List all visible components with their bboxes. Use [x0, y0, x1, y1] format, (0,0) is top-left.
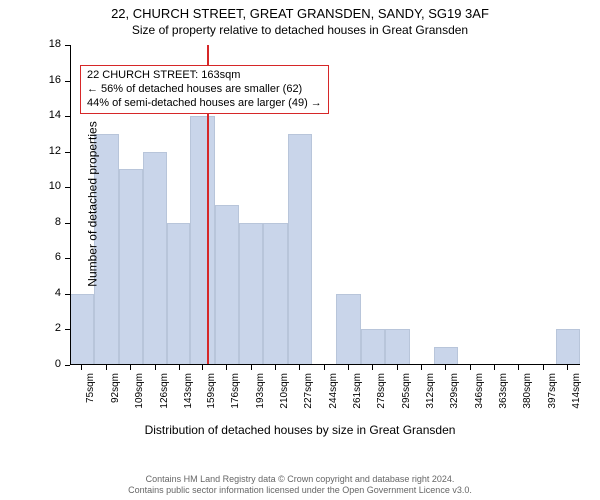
y-tick-label: 10	[35, 180, 61, 192]
x-tick	[445, 365, 446, 370]
x-tick-label: 278sqm	[376, 373, 387, 419]
y-tick-label: 16	[35, 74, 61, 86]
x-tick-label: 159sqm	[206, 373, 217, 419]
y-tick	[65, 294, 70, 295]
histogram-bar	[143, 152, 167, 365]
x-tick	[421, 365, 422, 370]
histogram-bar	[336, 294, 360, 365]
x-tick	[275, 365, 276, 370]
x-tick	[179, 365, 180, 370]
x-tick	[81, 365, 82, 370]
y-tick	[65, 81, 70, 82]
x-tick	[106, 365, 107, 370]
footer-line2: Contains public sector information licen…	[0, 485, 600, 496]
callout-line2: ← 56% of detached houses are smaller (62…	[87, 82, 322, 96]
y-tick	[65, 45, 70, 46]
y-tick-label: 2	[35, 322, 61, 334]
x-tick	[494, 365, 495, 370]
histogram-bar	[556, 329, 580, 365]
x-tick-label: 210sqm	[279, 373, 290, 419]
x-tick-label: 397sqm	[547, 373, 558, 419]
x-tick-label: 126sqm	[159, 373, 170, 419]
chart-title-line2: Size of property relative to detached ho…	[0, 21, 600, 37]
y-tick	[65, 152, 70, 153]
x-tick-label: 312sqm	[425, 373, 436, 419]
x-tick	[299, 365, 300, 370]
histogram-bar	[263, 223, 287, 365]
x-tick-label: 176sqm	[230, 373, 241, 419]
chart-container: 22, CHURCH STREET, GREAT GRANSDEN, SANDY…	[0, 0, 600, 500]
histogram-bar	[385, 329, 409, 365]
x-tick	[567, 365, 568, 370]
histogram-bar	[190, 116, 214, 365]
y-tick-label: 0	[35, 358, 61, 370]
x-tick-label: 109sqm	[134, 373, 145, 419]
y-tick-label: 14	[35, 109, 61, 121]
y-tick	[65, 258, 70, 259]
histogram-bar	[239, 223, 263, 365]
x-tick-label: 143sqm	[183, 373, 194, 419]
y-axis-line	[70, 45, 71, 365]
x-tick	[251, 365, 252, 370]
y-axis-title: Number of detached properties	[86, 121, 100, 286]
x-tick	[202, 365, 203, 370]
x-tick-label: 295sqm	[401, 373, 412, 419]
x-tick	[543, 365, 544, 370]
x-tick-label: 92sqm	[110, 373, 121, 419]
histogram-bar	[434, 347, 458, 365]
x-tick	[130, 365, 131, 370]
chart-title-line1: 22, CHURCH STREET, GREAT GRANSDEN, SANDY…	[0, 0, 600, 21]
x-tick-label: 261sqm	[352, 373, 363, 419]
callout-line1: 22 CHURCH STREET: 163sqm	[87, 68, 322, 82]
x-tick-label: 193sqm	[255, 373, 266, 419]
footer-attribution: Contains HM Land Registry data © Crown c…	[0, 474, 600, 496]
x-tick-label: 380sqm	[522, 373, 533, 419]
y-tick	[65, 187, 70, 188]
y-tick	[65, 365, 70, 366]
y-tick-label: 4	[35, 287, 61, 299]
x-tick	[348, 365, 349, 370]
histogram-bar	[288, 134, 312, 365]
x-axis-title: Distribution of detached houses by size …	[0, 423, 600, 437]
footer-line1: Contains HM Land Registry data © Crown c…	[0, 474, 600, 485]
y-tick-label: 18	[35, 38, 61, 50]
x-tick	[155, 365, 156, 370]
y-tick-label: 12	[35, 145, 61, 157]
y-tick-label: 6	[35, 251, 61, 263]
x-tick	[372, 365, 373, 370]
x-tick-label: 329sqm	[449, 373, 460, 419]
x-tick-label: 227sqm	[303, 373, 314, 419]
x-tick-label: 414sqm	[571, 373, 582, 419]
x-tick	[397, 365, 398, 370]
histogram-bar	[70, 294, 94, 365]
y-tick	[65, 116, 70, 117]
histogram-bar	[215, 205, 239, 365]
x-tick	[226, 365, 227, 370]
y-tick	[65, 223, 70, 224]
histogram-bar	[167, 223, 190, 365]
x-tick-label: 75sqm	[85, 373, 96, 419]
x-tick	[470, 365, 471, 370]
callout-box: 22 CHURCH STREET: 163sqm ← 56% of detach…	[80, 65, 329, 114]
x-axis-line	[70, 364, 580, 365]
x-tick-label: 244sqm	[328, 373, 339, 419]
y-tick-label: 8	[35, 216, 61, 228]
x-tick	[518, 365, 519, 370]
x-tick	[324, 365, 325, 370]
histogram-bar	[119, 169, 143, 365]
callout-line3: 44% of semi-detached houses are larger (…	[87, 96, 322, 110]
x-tick-label: 346sqm	[474, 373, 485, 419]
histogram-bar	[361, 329, 385, 365]
y-tick	[65, 329, 70, 330]
x-tick-label: 363sqm	[498, 373, 509, 419]
